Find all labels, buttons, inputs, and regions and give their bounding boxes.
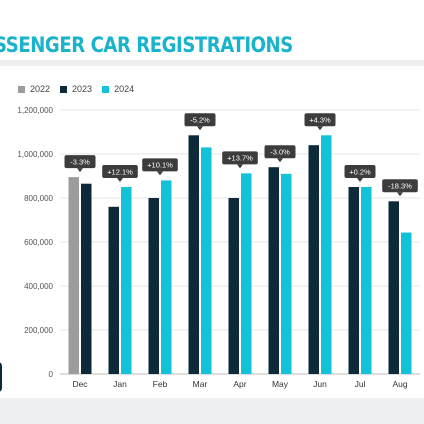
y-tick-label: 1,200,000 (17, 106, 53, 115)
change-callout-box (102, 165, 138, 178)
change-callout-box (64, 155, 96, 169)
x-tick-label: May (272, 379, 289, 389)
change-callout-label: -3.3% (70, 157, 90, 166)
bar-2024-may (281, 173, 292, 374)
x-tick-label: Dec (72, 379, 88, 389)
change-callout-box (304, 113, 336, 127)
legend-swatch-2024 (102, 85, 110, 93)
legend-label-2023: 2023 (72, 84, 93, 94)
change-callout-label: -5.2% (190, 116, 210, 125)
legend: 2022 2023 2024 (18, 84, 134, 94)
change-callout-label: +13.7% (227, 154, 253, 163)
bar-2023-jun (308, 145, 319, 374)
change-callout-label: -18.3% (388, 182, 412, 191)
legend-label-2024: 2024 (114, 84, 135, 94)
bar-2023-jan (108, 206, 119, 374)
change-callout-pointer (317, 126, 323, 131)
change-callout-box (184, 113, 216, 127)
bar-2024-jan (121, 187, 132, 374)
change-callout-pointer (277, 158, 283, 163)
bar-2024-aug (401, 232, 412, 374)
side-tab[interactable] (0, 362, 2, 392)
bar-2023-mar (188, 135, 199, 374)
legend-item-2023: 2023 (60, 84, 92, 94)
x-tick-label: Mar (193, 379, 208, 389)
bar-2024-mar (201, 147, 212, 374)
change-callout-label: +12.1% (107, 167, 133, 176)
change-callout-pointer (357, 178, 363, 182)
change-callout-label: +4.3% (309, 116, 331, 125)
bar-2024-jul (361, 187, 372, 374)
change-callout-pointer (237, 164, 243, 169)
x-tick-label: Aug (392, 379, 407, 389)
bar-2023-aug (388, 201, 399, 374)
change-callout-pointer (117, 178, 123, 182)
change-callout-pointer (77, 168, 83, 173)
x-tick-label: Jul (355, 379, 366, 389)
change-callout-box (222, 151, 258, 165)
chart-title: SSENGER CAR REGISTRATIONS (0, 33, 293, 57)
bar-2024-feb (161, 180, 172, 374)
change-callout-box (344, 165, 376, 178)
change-callout-pointer (157, 171, 163, 176)
bar-2023-apr (228, 198, 239, 374)
change-callout-pointer (397, 192, 403, 197)
legend-swatch-2022 (18, 85, 25, 93)
bar-2022-dec (68, 177, 79, 374)
change-callout-label: +0.2% (349, 167, 371, 176)
title-divider (0, 60, 424, 66)
legend-item-2022: 2022 (18, 84, 50, 94)
y-tick-label: 200,000 (24, 326, 53, 335)
bar-2024-apr (241, 173, 252, 374)
bar-2023-dec (81, 183, 92, 374)
bar-2023-feb (148, 198, 159, 374)
change-callout-label: -3.0% (270, 148, 290, 157)
bar-2023-jul (348, 187, 359, 374)
x-tick-label: Feb (153, 379, 168, 389)
y-tick-label: 1,000,000 (17, 150, 53, 159)
legend-label-2022: 2022 (30, 84, 51, 94)
change-callout-pointer (197, 126, 203, 131)
change-callout-label: +10.1% (147, 161, 173, 170)
change-callout-box (142, 158, 178, 172)
bar-2023-may (268, 167, 279, 374)
y-tick-label: 800,000 (24, 194, 53, 203)
x-tick-label: Apr (233, 379, 246, 389)
legend-item-2024: 2024 (102, 84, 134, 94)
y-tick-label: 400,000 (24, 282, 53, 291)
change-callout-box (382, 179, 418, 193)
x-tick-label: Jan (113, 379, 127, 389)
bar-2024-jun (321, 135, 332, 374)
footer-band (0, 398, 424, 424)
y-tick-label: 0 (49, 370, 54, 379)
y-tick-label: 600,000 (24, 238, 53, 247)
change-callout-box (264, 145, 296, 159)
legend-swatch-2023 (60, 85, 68, 93)
x-tick-label: Jun (313, 379, 327, 389)
